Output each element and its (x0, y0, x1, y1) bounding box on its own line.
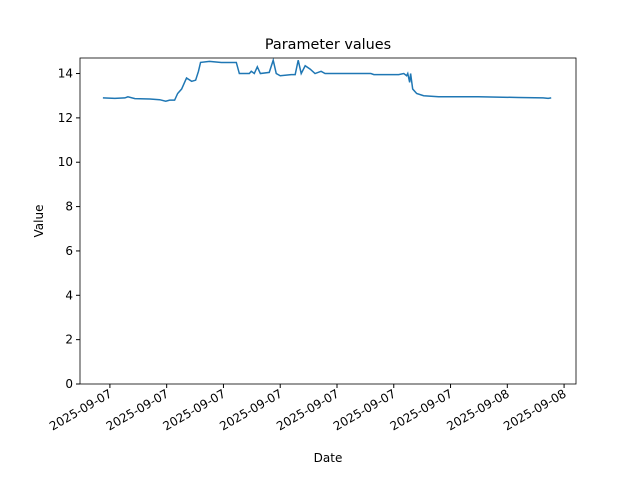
y-tick-label: 14 (58, 67, 73, 81)
y-tick-label: 2 (65, 333, 73, 347)
y-tick-label: 0 (65, 377, 73, 391)
chart-title: Parameter values (265, 37, 391, 53)
plot-frame (79, 57, 577, 385)
y-tick-label: 4 (65, 288, 73, 302)
y-tick-label: 10 (58, 155, 73, 169)
y-tick-label: 12 (58, 111, 73, 125)
y-tick-label: 8 (65, 200, 73, 214)
y-axis-label: Value (32, 205, 46, 238)
y-tick-label: 6 (65, 244, 73, 258)
x-axis-label: Date (314, 451, 343, 465)
data-line (102, 57, 552, 103)
